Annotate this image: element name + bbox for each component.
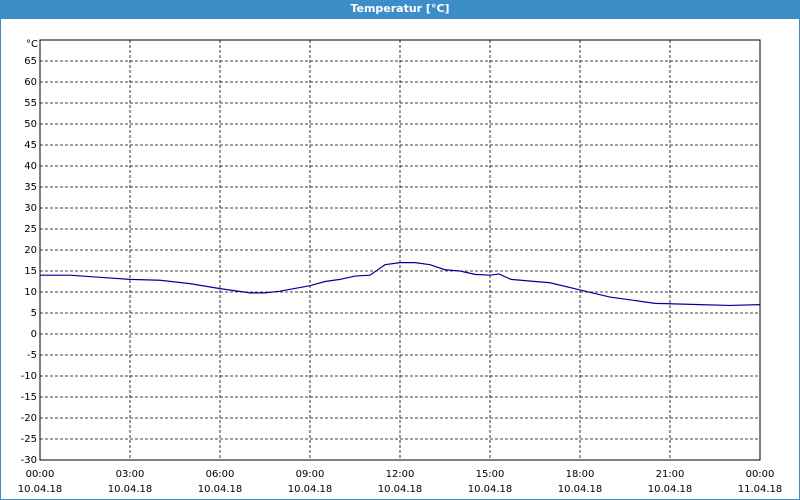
x-tick-label: 15:00 [476,469,505,480]
x-tick-date: 10.04.18 [558,484,603,495]
x-tick-date: 10.04.18 [288,484,333,495]
x-tick-date: 10.04.18 [468,484,513,495]
x-tick-date: 10.04.18 [378,484,423,495]
y-tick-label: 5 [31,308,37,319]
y-tick-label: 65 [24,56,37,67]
y-tick-label: 25 [24,224,37,235]
y-tick-label: 15 [24,266,37,277]
x-tick-label: 03:00 [116,469,145,480]
x-tick-date: 10.04.18 [648,484,693,495]
x-tick-label: 09:00 [296,469,325,480]
y-tick-label: 10 [24,287,37,298]
y-tick-label: -5 [27,350,37,361]
y-tick-label: 35 [24,182,37,193]
x-tick-date: 10.04.18 [198,484,243,495]
x-tick-label: 12:00 [386,469,415,480]
y-tick-label: 45 [24,140,37,151]
y-tick-label: -25 [21,434,37,445]
y-tick-label: 55 [24,98,37,109]
y-tick-label: -20 [21,413,37,424]
y-tick-label: 0 [31,329,37,340]
x-tick-date: 10.04.18 [18,484,63,495]
y-tick-label: 60 [24,77,37,88]
y-tick-label: 20 [24,245,37,256]
y-tick-label: -30 [21,455,37,466]
y-axis-label: °C [26,39,38,50]
title-bar [0,0,800,18]
x-tick-label: 21:00 [656,469,685,480]
x-tick-label: 00:00 [26,469,55,480]
x-tick-label: 18:00 [566,469,595,480]
y-tick-label: -15 [21,392,37,403]
x-tick-label: 06:00 [206,469,235,480]
chart-title: Temperatur [°C] [350,2,449,15]
x-tick-date: 11.04.18 [738,484,783,495]
y-tick-label: 40 [24,161,37,172]
x-tick-date: 10.04.18 [108,484,153,495]
y-tick-label: -10 [21,371,37,382]
x-tick-label: 00:00 [746,469,775,480]
temperature-line [40,262,761,307]
y-tick-label: 50 [24,119,37,130]
y-tick-label: 30 [24,203,37,214]
